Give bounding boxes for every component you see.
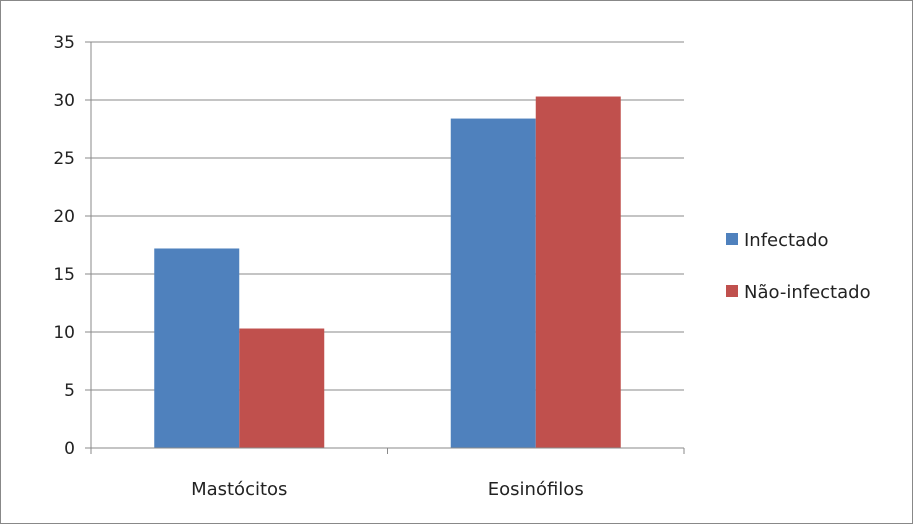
x-category-label: Eosinófilos	[488, 479, 584, 500]
legend-label: Não-infectado	[744, 282, 871, 303]
y-tick-label: 25	[53, 149, 75, 169]
bar-n-o-infectado-1	[535, 96, 621, 449]
x-category-label: Mastócitos	[191, 479, 287, 500]
y-tick-label: 5	[64, 381, 75, 401]
legend-swatch	[726, 285, 738, 297]
y-tick-label: 0	[64, 439, 75, 459]
bar-infectado-1	[450, 118, 536, 448]
y-tick-label: 10	[53, 323, 75, 343]
bars	[154, 96, 621, 449]
bar-infectado-0	[154, 248, 240, 448]
y-tick-label: 15	[53, 265, 75, 285]
y-tick-label: 20	[53, 207, 75, 227]
axes: 0 5 10 15 20 25 30 35 Mastócitos Eosinófilos	[53, 33, 685, 500]
y-tick-label: 30	[53, 91, 75, 111]
y-tick-label: 35	[53, 33, 75, 53]
legend-swatch	[726, 233, 738, 245]
bar-n-o-infectado-0	[239, 328, 325, 448]
legend: Infectado Não-infectado	[726, 230, 871, 303]
legend-label: Infectado	[744, 230, 829, 251]
